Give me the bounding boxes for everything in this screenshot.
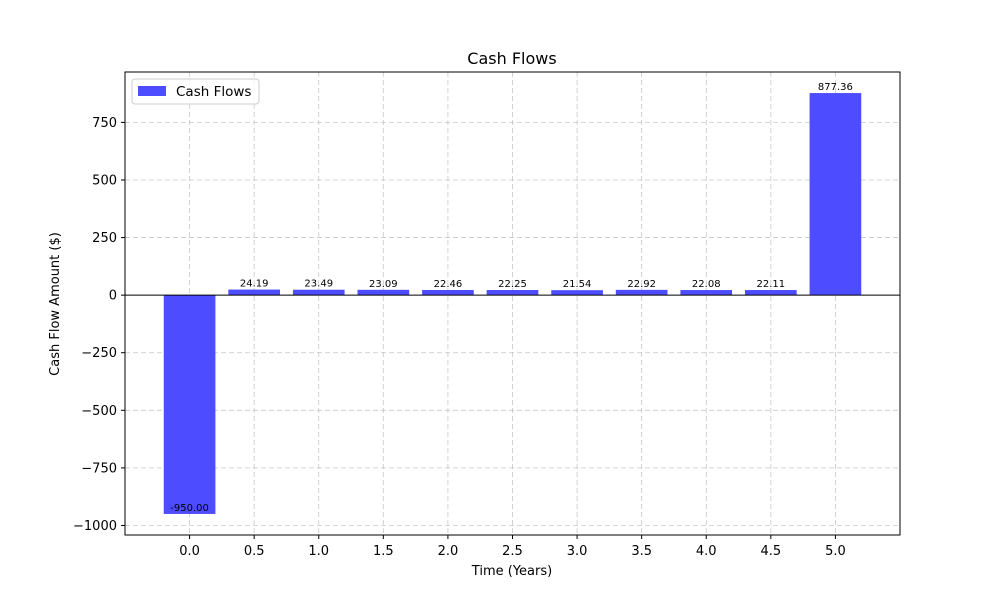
bar-labels: -950.00 24.19 23.49 23.09 22.46 22.25 21.54 22.…: [170, 82, 853, 514]
x-tick-label: 0.5: [244, 544, 265, 559]
bar-value-label: 21.54: [563, 279, 592, 290]
bar-value-label: 23.09: [369, 279, 398, 290]
chart-title: Cash Flows: [467, 49, 556, 68]
bar-value-label: 22.46: [434, 279, 463, 290]
y-tick-label: −1000: [73, 519, 117, 534]
legend-box: [131, 78, 260, 105]
bar: [228, 289, 280, 296]
x-tick-label: 4.0: [696, 544, 717, 559]
bar-value-label: 23.49: [304, 279, 333, 290]
x-tick-label: 0.0: [179, 544, 200, 559]
bar-value-label: 22.25: [498, 279, 527, 290]
legend-swatch: [138, 86, 166, 96]
bar-value-label: 22.92: [627, 279, 656, 290]
bar: [680, 290, 733, 296]
x-axis-label: Time (Years): [471, 564, 552, 579]
x-tick-label: 3.5: [631, 544, 652, 559]
bar-value-label: 22.08: [692, 279, 721, 290]
bar-value-label: -950.00: [170, 503, 209, 514]
bar-value-label: 22.11: [757, 279, 786, 290]
bar-value-label: 877.36: [818, 82, 853, 93]
x-tick-label: 3.0: [567, 544, 588, 559]
y-tick-label: 250: [92, 231, 117, 246]
bar-value-label: 24.19: [240, 279, 269, 290]
y-axis-ticks: −1000 −750 −500 −250 0 250 500 750: [73, 116, 125, 534]
x-tick-label: 1.0: [308, 544, 329, 559]
bar: [422, 289, 474, 296]
x-tick-label: 1.5: [373, 544, 394, 559]
x-axis-ticks: 0.0 0.5 1.0 1.5 2.0 2.5 3.0 3.5 4.0 4.5 5.0: [179, 535, 846, 559]
x-tick-label: 5.0: [825, 544, 846, 559]
x-tick-label: 2.5: [502, 544, 523, 559]
bar: [551, 290, 603, 296]
bar: [292, 289, 345, 296]
x-tick-label: 4.5: [760, 544, 781, 559]
bars: [163, 93, 862, 514]
y-tick-label: −250: [81, 346, 117, 361]
bar: [163, 295, 216, 514]
bar: [745, 290, 797, 296]
bar: [809, 93, 862, 296]
x-tick-label: 2.0: [438, 544, 459, 559]
bar: [357, 289, 410, 296]
bar: [615, 289, 668, 296]
y-tick-label: −750: [81, 461, 117, 476]
y-tick-label: 0: [109, 289, 117, 304]
legend: Cash Flows: [131, 78, 260, 105]
y-tick-label: 500: [92, 173, 117, 188]
legend-label: Cash Flows: [176, 84, 251, 100]
y-tick-label: −500: [81, 404, 117, 419]
y-tick-label: 750: [92, 116, 117, 131]
grid: [125, 72, 900, 535]
bar: [486, 290, 539, 296]
y-axis-label: Cash Flow Amount ($): [48, 232, 63, 376]
